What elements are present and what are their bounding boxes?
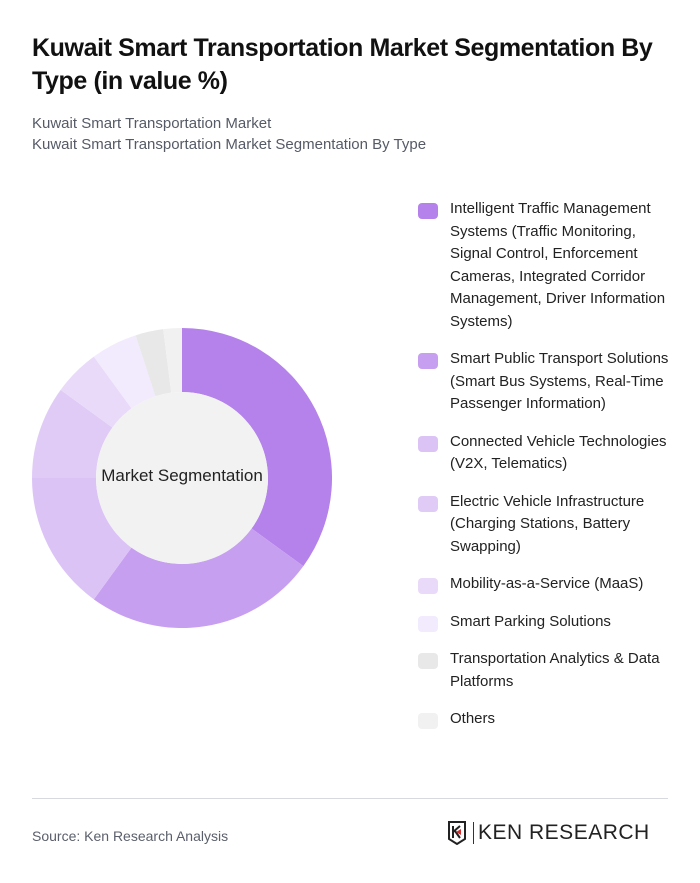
donut-chart: [32, 328, 332, 628]
legend-item[interactable]: Smart Public Transport Solutions (Smart …: [418, 348, 678, 416]
legend-swatch-icon: [418, 615, 438, 632]
logo-text: KEN RESEARCH: [478, 821, 650, 844]
legend-label: Smart Parking Solutions: [450, 612, 611, 630]
ken-research-logo: KEN RESEARCH: [447, 821, 650, 845]
legend-label: Transportation Analytics & Data Platform…: [450, 650, 660, 690]
source-note: Source: Ken Research Analysis: [32, 828, 229, 844]
chart-legend: Intelligent Traffic Management Systems (…: [418, 198, 678, 746]
legend-label: Intelligent Traffic Management Systems (…: [450, 200, 666, 330]
legend-item[interactable]: Transportation Analytics & Data Platform…: [418, 648, 678, 693]
legend-label: Smart Public Transport Solutions (Smart …: [450, 350, 669, 412]
donut-slice[interactable]: [32, 389, 113, 478]
legend-swatch-icon: [418, 578, 438, 594]
legend-swatch-icon: [418, 713, 438, 729]
donut-center-label: Market Segmentation: [101, 466, 263, 485]
ken-research-logo-icon: [448, 821, 466, 845]
legend-label: Electric Vehicle Infrastructure (Chargin…: [450, 492, 645, 555]
legend-swatch-icon: [418, 435, 438, 452]
legend-item[interactable]: Intelligent Traffic Management Systems (…: [418, 198, 678, 333]
page-title: Kuwait Smart Transportation Market Segme…: [32, 34, 653, 95]
donut-slice[interactable]: [163, 328, 182, 393]
logo-divider: [473, 822, 474, 844]
legend-label: Connected Vehicle Technologies (V2X, Tel…: [450, 432, 667, 473]
donut-slice[interactable]: [93, 528, 304, 628]
subtitle-line-1: Kuwait Smart Transportation Market: [32, 115, 272, 132]
legend-label: Mobility-as-a-Service (MaaS): [450, 575, 644, 592]
footer-divider: [32, 798, 668, 799]
legend-swatch-icon: [418, 653, 438, 669]
legend-item[interactable]: Mobility-as-a-Service (MaaS): [418, 573, 678, 596]
subtitle-line-2: Kuwait Smart Transportation Market Segme…: [32, 136, 427, 153]
donut-slice[interactable]: [182, 328, 332, 567]
legend-item[interactable]: Smart Parking Solutions: [418, 611, 678, 634]
legend-label: Others: [450, 710, 496, 727]
legend-item[interactable]: Electric Vehicle Infrastructure (Chargin…: [418, 491, 678, 559]
donut-slice[interactable]: [60, 356, 132, 428]
legend-swatch-icon: [418, 353, 438, 369]
donut-slice[interactable]: [32, 478, 132, 600]
donut-slice[interactable]: [93, 335, 156, 409]
subtitle: Kuwait Smart Transportation Market Kuwai…: [32, 113, 426, 155]
legend-item[interactable]: Connected Vehicle Technologies (V2X, Tel…: [418, 431, 678, 476]
donut-slice[interactable]: [135, 329, 172, 397]
donut-hole: [96, 392, 268, 564]
legend-swatch-icon: [418, 203, 438, 219]
legend-swatch-icon: [418, 495, 438, 512]
legend-item[interactable]: Others: [418, 708, 678, 731]
